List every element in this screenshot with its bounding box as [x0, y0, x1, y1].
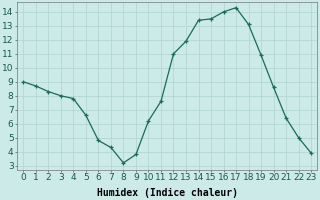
X-axis label: Humidex (Indice chaleur): Humidex (Indice chaleur)	[97, 188, 238, 198]
